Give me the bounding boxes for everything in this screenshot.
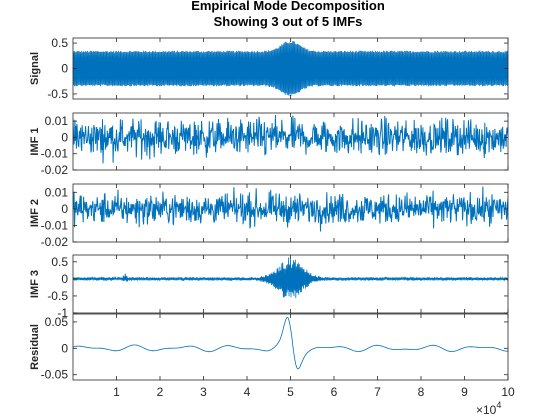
y-tick-label: 0.5 xyxy=(51,36,68,50)
series-line-5 xyxy=(73,317,508,370)
subplot-3: -0.02 -0.01 0 0.01 IMF 2 xyxy=(29,183,509,249)
y-axis-label: IMF 3 xyxy=(29,270,41,298)
y-axis-label: Residual xyxy=(29,324,41,370)
x-tick-label: 3 xyxy=(200,385,207,399)
y-tick-label: 0 xyxy=(61,62,68,76)
y-tick-label: -1 xyxy=(57,306,68,320)
x-tick-label: 10 xyxy=(501,385,515,399)
x-exponent-base: ×10 xyxy=(476,403,497,417)
x-tick-label: 2 xyxy=(157,385,164,399)
y-tick-label: 0 xyxy=(61,130,68,144)
subplot-1: -0.5 0 0.5 Signal xyxy=(29,36,509,101)
x-tick-label: 1 xyxy=(113,385,120,399)
x-axis-tick-labels: 1 2 3 4 5 6 7 8 9 10 xyxy=(113,385,515,399)
y-tick-label: 0.01 xyxy=(45,185,69,199)
y-tick-label: -0.5 xyxy=(47,87,68,101)
y-tick-label: 0 xyxy=(61,202,68,216)
y-tick-label: 0.5 xyxy=(51,255,68,269)
series-line-2 xyxy=(73,114,508,164)
x-tick-label: 4 xyxy=(244,385,251,399)
y-axis-label: Signal xyxy=(29,52,41,85)
x-exponent-label: ×104 xyxy=(476,400,501,417)
y-tick-label: 0.05 xyxy=(45,315,69,329)
x-tick-label: 9 xyxy=(461,385,468,399)
series-line-3 xyxy=(73,186,508,232)
y-tick-label: 0 xyxy=(61,272,68,286)
y-tick-label: -0.05 xyxy=(41,368,69,382)
axes-box xyxy=(72,313,509,381)
x-tick-label: 7 xyxy=(374,385,381,399)
chart-title-line2: Showing 3 out of 5 IMFs xyxy=(214,14,363,29)
y-tick-label: -0.01 xyxy=(41,147,69,161)
x-tick-label: 6 xyxy=(331,385,338,399)
subplot-5: -0.05 0 0.05 Residual xyxy=(29,313,509,382)
x-exponent-power: 4 xyxy=(496,400,501,410)
series-line-4 xyxy=(73,257,508,299)
y-axis-label: IMF 1 xyxy=(29,127,41,155)
y-tick-label: 0.01 xyxy=(45,114,69,128)
subplot-4: -1 -0.5 0 0.5 IMF 3 xyxy=(29,254,509,320)
chart-title-line1: Empirical Mode Decomposition xyxy=(191,0,385,13)
y-tick-label: -0.02 xyxy=(41,163,69,177)
y-tick-label: -0.01 xyxy=(41,218,69,232)
y-tick-label: 0 xyxy=(61,341,68,355)
series-line-1 xyxy=(73,41,508,97)
subplot-2: -0.02 -0.01 0 0.01 IMF 1 xyxy=(29,112,509,177)
y-axis-label: IMF 2 xyxy=(29,199,41,227)
x-tick-label: 8 xyxy=(418,385,425,399)
y-tick-label: -0.02 xyxy=(41,235,69,249)
y-tick-label: -0.5 xyxy=(47,289,68,303)
x-tick-label: 5 xyxy=(287,385,294,399)
